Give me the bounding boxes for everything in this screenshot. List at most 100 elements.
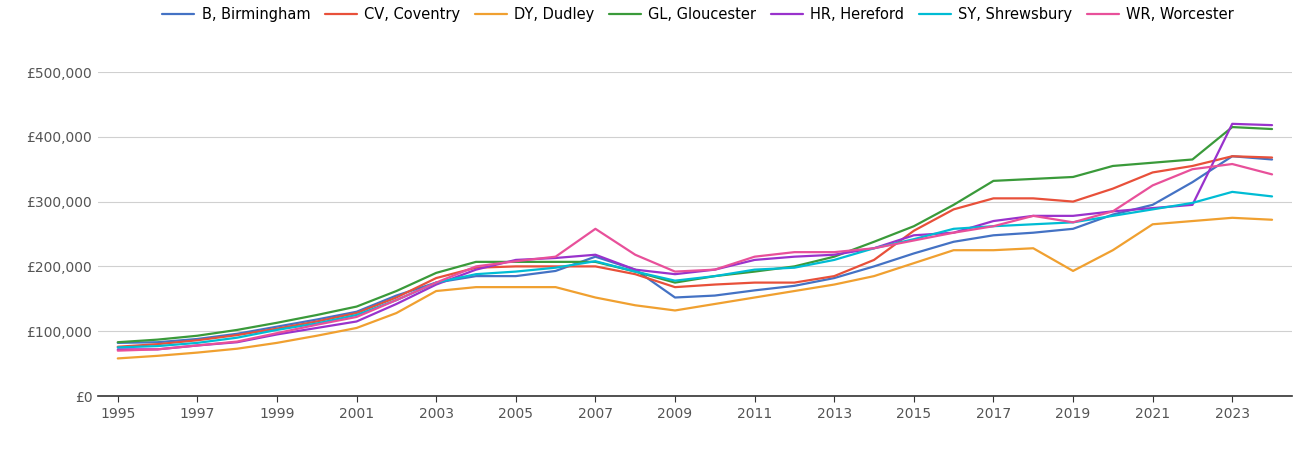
WR, Worcester	[826, 249, 842, 255]
WR, Worcester	[1026, 213, 1041, 219]
Line: B, Birmingham: B, Birmingham	[117, 156, 1272, 343]
CV, Coventry	[1144, 170, 1160, 175]
CV, Coventry	[707, 282, 723, 287]
WR, Worcester	[946, 230, 962, 235]
WR, Worcester	[867, 246, 882, 251]
CV, Coventry	[946, 207, 962, 212]
B, Birmingham	[428, 280, 444, 285]
DY, Dudley	[150, 353, 166, 359]
SY, Shrewsbury	[468, 271, 484, 277]
SY, Shrewsbury	[628, 269, 643, 274]
SY, Shrewsbury	[230, 335, 245, 340]
DY, Dudley	[468, 284, 484, 290]
HR, Hereford	[389, 302, 405, 307]
CV, Coventry	[269, 326, 284, 331]
WR, Worcester	[1185, 166, 1201, 172]
CV, Coventry	[150, 342, 166, 347]
WR, Worcester	[667, 269, 683, 274]
HR, Hereford	[468, 267, 484, 272]
B, Birmingham	[1026, 230, 1041, 235]
DY, Dudley	[826, 282, 842, 287]
SY, Shrewsbury	[906, 237, 921, 242]
GL, Gloucester	[548, 259, 564, 265]
GL, Gloucester	[348, 304, 364, 309]
B, Birmingham	[1265, 157, 1280, 162]
B, Birmingham	[1144, 202, 1160, 207]
WR, Worcester	[787, 249, 803, 255]
B, Birmingham	[230, 331, 245, 337]
SY, Shrewsbury	[110, 345, 125, 350]
DY, Dudley	[348, 325, 364, 331]
CV, Coventry	[667, 284, 683, 290]
GL, Gloucester	[1105, 163, 1121, 169]
WR, Worcester	[468, 264, 484, 269]
CV, Coventry	[468, 265, 484, 270]
HR, Hereford	[946, 230, 962, 235]
B, Birmingham	[389, 293, 405, 298]
WR, Worcester	[628, 252, 643, 257]
Line: WR, Worcester: WR, Worcester	[117, 164, 1272, 351]
HR, Hereford	[867, 246, 882, 251]
GL, Gloucester	[468, 259, 484, 265]
WR, Worcester	[110, 348, 125, 353]
CV, Coventry	[1265, 155, 1280, 160]
GL, Gloucester	[985, 178, 1001, 184]
HR, Hereford	[1065, 213, 1081, 219]
GL, Gloucester	[628, 269, 643, 274]
B, Birmingham	[1105, 212, 1121, 217]
GL, Gloucester	[946, 202, 962, 207]
GL, Gloucester	[269, 320, 284, 325]
CV, Coventry	[746, 280, 762, 285]
CV, Coventry	[906, 228, 921, 234]
B, Birmingham	[906, 251, 921, 256]
GL, Gloucester	[309, 312, 325, 318]
SY, Shrewsbury	[269, 327, 284, 333]
WR, Worcester	[1144, 183, 1160, 188]
HR, Hereford	[110, 346, 125, 352]
DY, Dudley	[269, 340, 284, 346]
CV, Coventry	[587, 264, 603, 269]
SY, Shrewsbury	[1265, 194, 1280, 199]
HR, Hereford	[1224, 121, 1240, 126]
WR, Worcester	[150, 346, 166, 352]
GL, Gloucester	[787, 264, 803, 269]
SY, Shrewsbury	[1105, 213, 1121, 219]
B, Birmingham	[508, 274, 523, 279]
WR, Worcester	[389, 297, 405, 303]
B, Birmingham	[826, 275, 842, 281]
HR, Hereford	[667, 271, 683, 277]
CV, Coventry	[1065, 199, 1081, 204]
CV, Coventry	[428, 275, 444, 281]
HR, Hereford	[985, 218, 1001, 224]
B, Birmingham	[468, 274, 484, 279]
GL, Gloucester	[906, 224, 921, 229]
CV, Coventry	[787, 280, 803, 285]
CV, Coventry	[548, 264, 564, 269]
HR, Hereford	[1105, 209, 1121, 214]
SY, Shrewsbury	[826, 257, 842, 263]
CV, Coventry	[1224, 153, 1240, 159]
CV, Coventry	[189, 338, 205, 343]
Line: HR, Hereford: HR, Hereford	[117, 124, 1272, 349]
DY, Dudley	[667, 308, 683, 313]
SY, Shrewsbury	[707, 274, 723, 279]
B, Birmingham	[787, 283, 803, 288]
B, Birmingham	[867, 264, 882, 269]
HR, Hereford	[787, 254, 803, 259]
HR, Hereford	[348, 319, 364, 324]
CV, Coventry	[309, 319, 325, 324]
HR, Hereford	[826, 252, 842, 257]
SY, Shrewsbury	[946, 226, 962, 231]
GL, Gloucester	[707, 274, 723, 279]
GL, Gloucester	[110, 339, 125, 345]
HR, Hereford	[548, 255, 564, 261]
B, Birmingham	[628, 267, 643, 272]
SY, Shrewsbury	[389, 297, 405, 303]
HR, Hereford	[309, 325, 325, 331]
WR, Worcester	[269, 330, 284, 336]
DY, Dudley	[867, 274, 882, 279]
SY, Shrewsbury	[1026, 221, 1041, 227]
DY, Dudley	[946, 248, 962, 253]
B, Birmingham	[1224, 153, 1240, 159]
CV, Coventry	[1185, 163, 1201, 169]
